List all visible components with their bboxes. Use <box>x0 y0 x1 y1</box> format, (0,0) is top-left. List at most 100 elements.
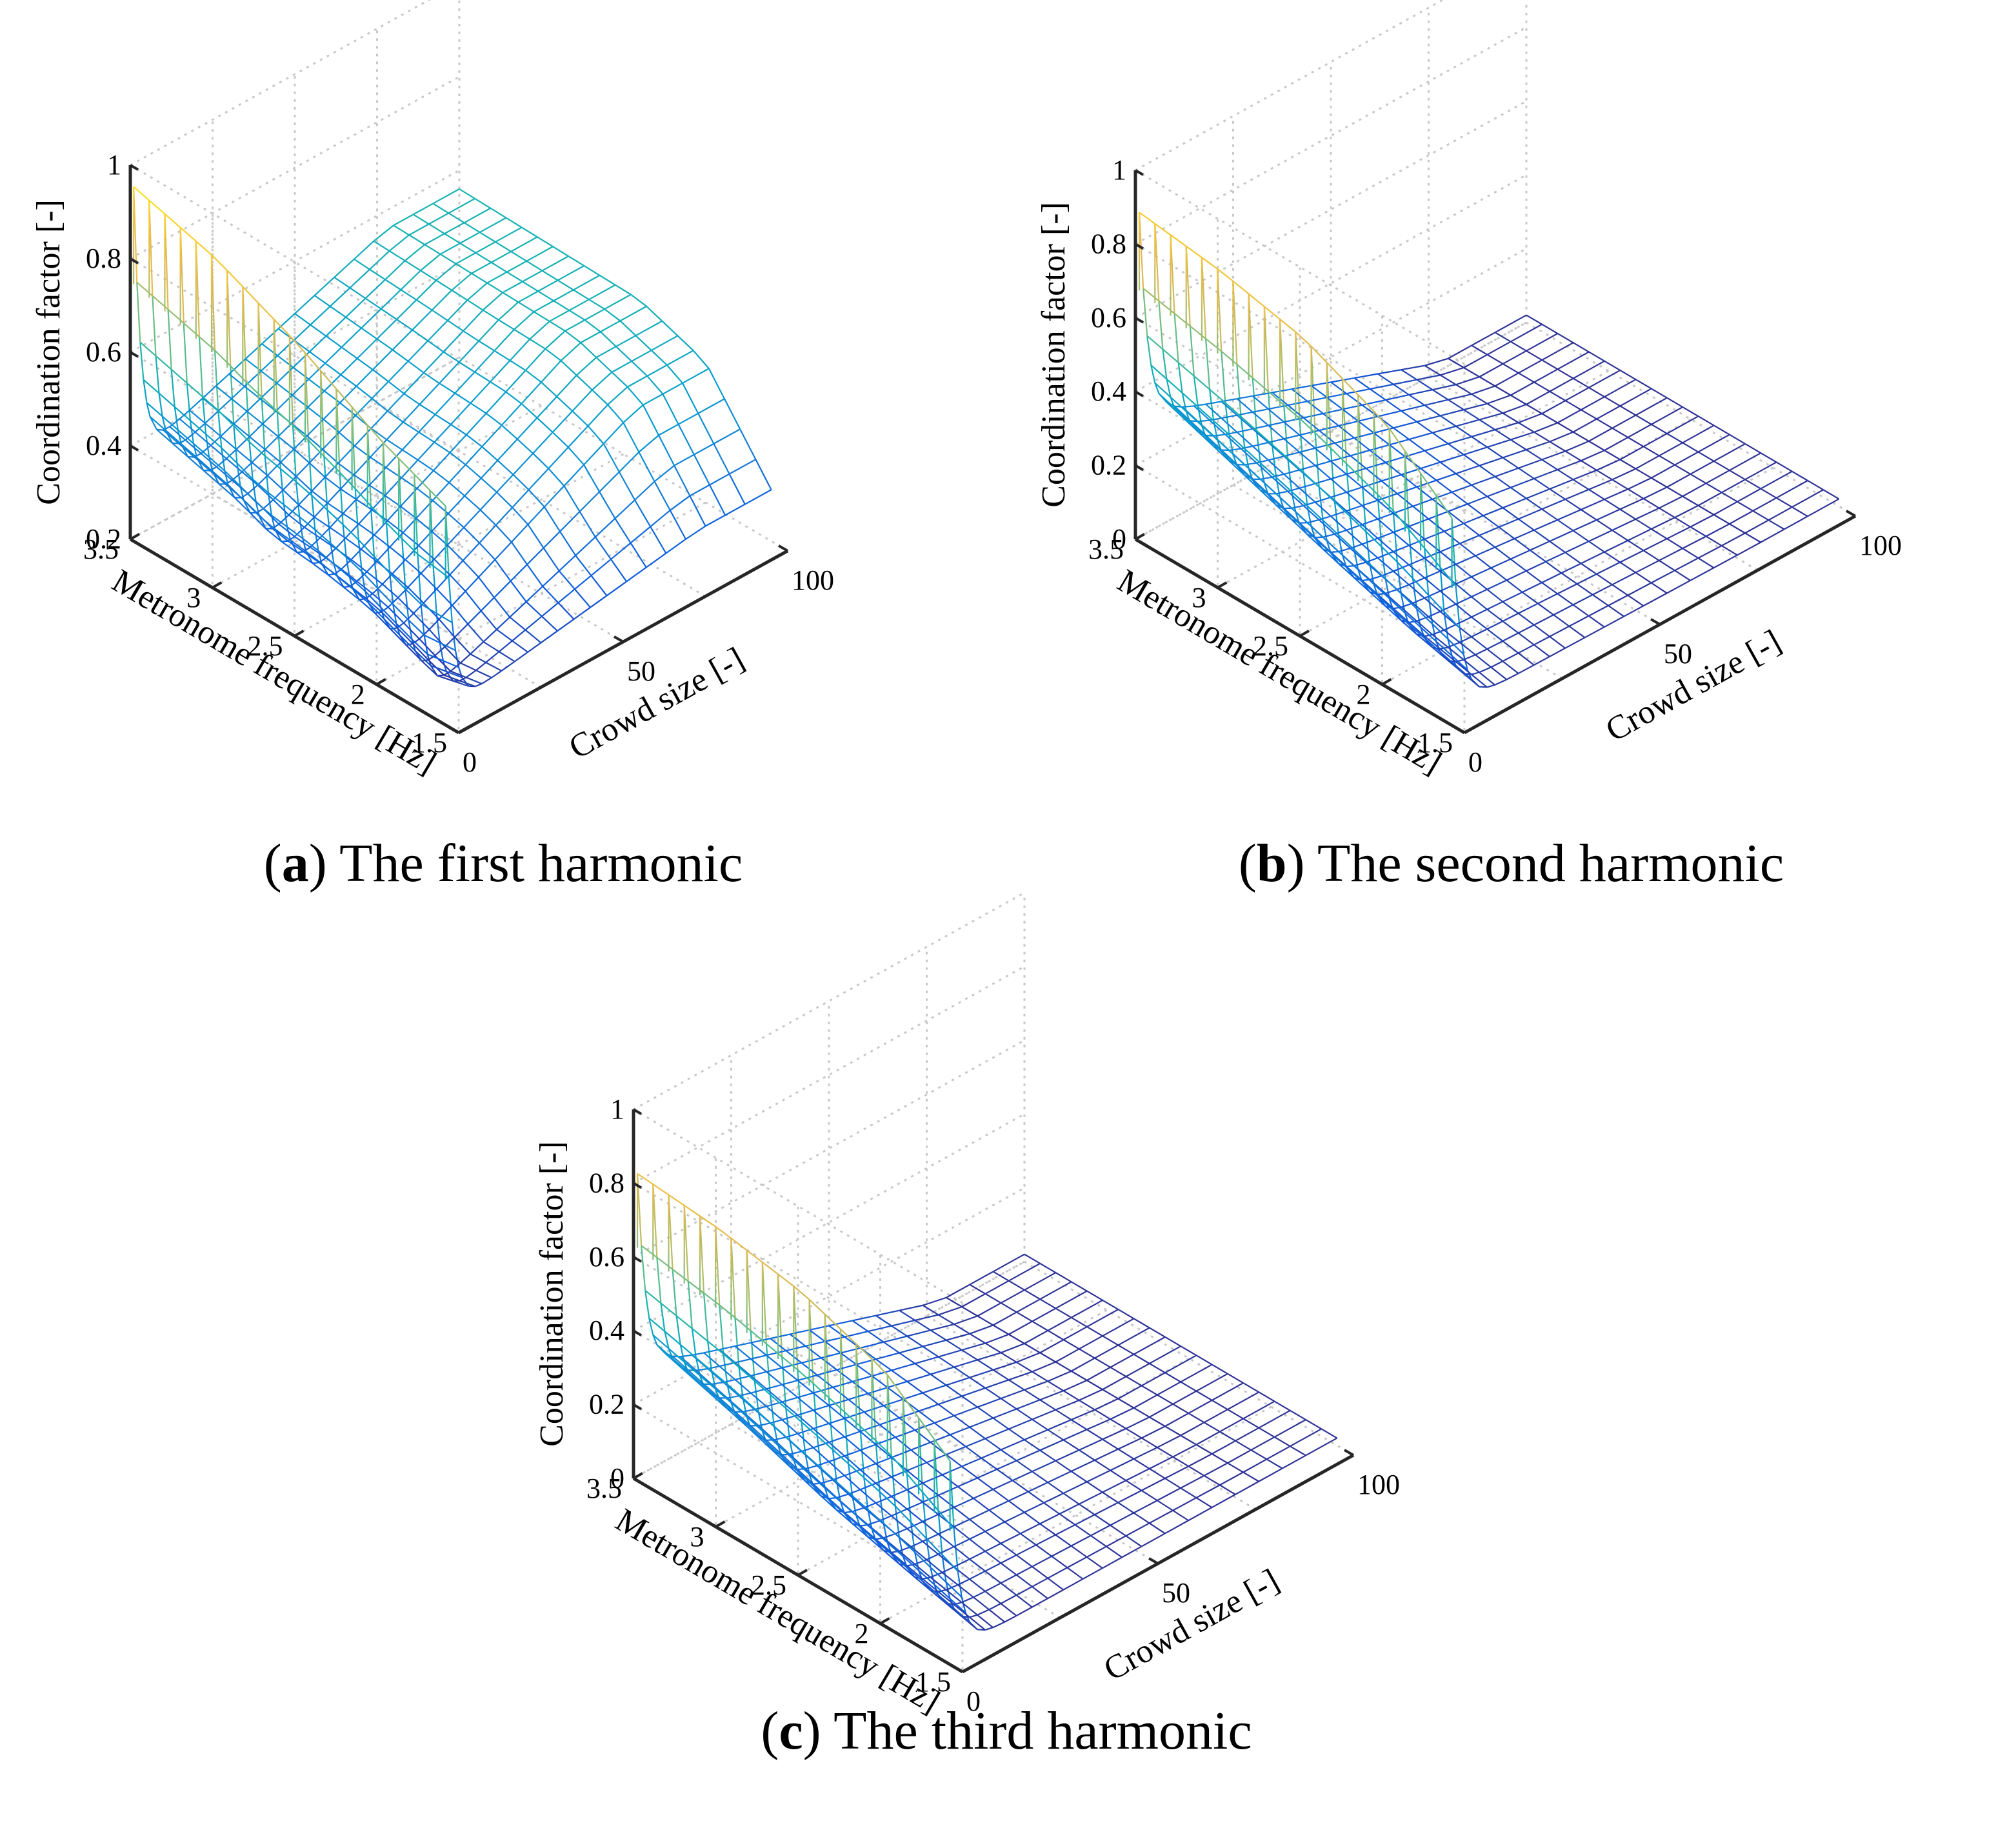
mesh-segment <box>750 1338 771 1344</box>
mesh-segment <box>674 453 695 466</box>
mesh-segment <box>1326 362 1343 379</box>
mesh-segment <box>1530 541 1550 551</box>
mesh-segment <box>797 1369 803 1422</box>
mesh-segment <box>1373 583 1390 599</box>
mesh-segment <box>922 1540 939 1555</box>
mesh-segment <box>360 534 375 550</box>
mesh-segment <box>1510 394 1527 405</box>
mesh-segment <box>626 386 644 406</box>
mesh-segment <box>314 295 331 307</box>
mesh-segment <box>706 1341 713 1371</box>
mesh-segment <box>449 452 466 466</box>
mesh-segment <box>1125 1535 1143 1547</box>
mesh-segment <box>496 492 513 508</box>
mesh-segment <box>179 227 197 242</box>
mesh-segment <box>1490 558 1512 569</box>
mesh-segment <box>364 279 386 299</box>
mesh-segment <box>961 1349 978 1361</box>
mesh-segment <box>393 224 410 236</box>
grid-line <box>130 444 459 640</box>
mesh-segment <box>812 1483 830 1500</box>
mesh-segment <box>1000 1352 1017 1363</box>
mesh-segment <box>887 1380 908 1389</box>
mesh-segment <box>1674 451 1699 466</box>
mesh-segment <box>1541 323 1559 335</box>
z-tick <box>632 1108 643 1115</box>
mesh-segment <box>1272 444 1288 459</box>
mesh-segment <box>1502 601 1519 614</box>
mesh-segment <box>844 1436 861 1451</box>
mesh-segment <box>449 574 466 592</box>
mesh-segment <box>1537 593 1558 604</box>
mesh-segment <box>742 1398 748 1417</box>
mesh-segment <box>918 1569 935 1585</box>
mesh-segment <box>1346 462 1363 480</box>
mesh-segment <box>1744 461 1777 481</box>
mesh-segment <box>541 602 559 617</box>
mesh-segment <box>1533 381 1550 392</box>
mesh-segment <box>766 1440 783 1456</box>
mesh-segment <box>742 1422 759 1438</box>
mesh-segment <box>435 279 452 291</box>
mesh-segment <box>1619 498 1644 510</box>
mesh-segment <box>1086 1429 1103 1440</box>
mesh-segment <box>1102 1335 1119 1346</box>
mesh-segment <box>1279 319 1297 333</box>
mesh-segment <box>1447 511 1464 524</box>
mesh-segment <box>1455 661 1472 675</box>
mesh-segment <box>335 388 353 408</box>
mesh-segment <box>703 1349 720 1354</box>
mesh-segment <box>1568 625 1586 639</box>
mesh-segment <box>1172 1403 1189 1415</box>
mesh-segment <box>762 1262 779 1275</box>
mesh-segment <box>1635 468 1652 479</box>
mesh-segment <box>871 1375 888 1389</box>
mesh-segment <box>224 470 241 487</box>
mesh-segment <box>1164 1425 1181 1436</box>
mesh-segment <box>1240 448 1257 464</box>
mesh-segment <box>652 1184 670 1196</box>
mesh-segment <box>1729 470 1746 481</box>
mesh-segment <box>1377 410 1402 417</box>
mesh-segment <box>1526 497 1542 510</box>
mesh-segment <box>1604 379 1637 398</box>
mesh-segment <box>1588 479 1613 490</box>
mesh-segment <box>308 462 326 478</box>
mesh-segment <box>910 1522 928 1540</box>
y-tick <box>1135 533 1145 541</box>
mesh-segment <box>957 1578 970 1586</box>
mesh-segment <box>1432 624 1437 642</box>
mesh-segment <box>443 674 460 682</box>
mesh-segment <box>694 442 714 455</box>
mesh-segment <box>961 1465 978 1479</box>
mesh-segment <box>1588 427 1613 442</box>
mesh-segment <box>953 1518 970 1528</box>
mesh-segment <box>793 1286 810 1300</box>
mesh-segment <box>1541 582 1558 595</box>
mesh-segment <box>217 410 235 426</box>
mesh-segment <box>1424 557 1441 572</box>
mesh-segment <box>1627 582 1652 596</box>
mesh-segment <box>575 374 593 391</box>
mesh-segment <box>707 1368 724 1383</box>
mesh-segment <box>326 488 341 504</box>
mesh-segment <box>1125 1376 1143 1387</box>
mesh-segment <box>875 1482 892 1497</box>
mesh-segment <box>281 541 298 553</box>
mesh-segment <box>1063 1481 1088 1494</box>
mesh-segment <box>730 1237 748 1251</box>
mesh-segment <box>408 361 424 373</box>
mesh-segment <box>603 422 624 444</box>
mesh-segment <box>498 319 515 330</box>
mesh-segment <box>1016 1399 1041 1410</box>
mesh-segment <box>961 1596 966 1613</box>
mesh-segment <box>233 425 250 442</box>
mesh-segment <box>1444 522 1464 532</box>
mesh-segment <box>603 443 620 473</box>
mesh-segment <box>376 546 391 562</box>
mesh-segment <box>1627 488 1644 499</box>
mesh-segment <box>1518 602 1539 614</box>
mesh-segment <box>863 1477 869 1510</box>
mesh-segment <box>509 339 530 361</box>
mesh-segment <box>1651 464 1675 479</box>
